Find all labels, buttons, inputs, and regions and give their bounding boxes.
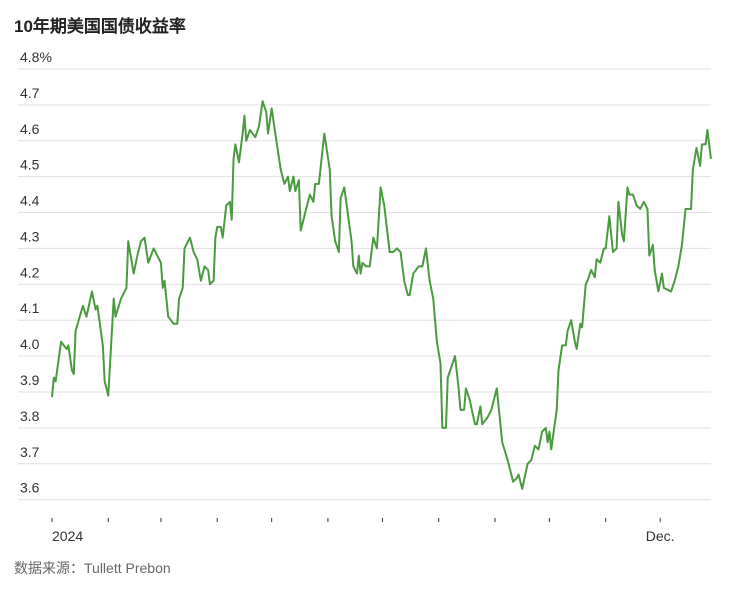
y-tick-label: 4.2: [20, 264, 40, 280]
y-tick-label: 4.0: [20, 336, 40, 352]
y-tick-label: 4.1: [20, 300, 40, 316]
source: 数据来源：Tullett Prebon: [14, 560, 171, 576]
y-tick-label: 3.8: [20, 408, 40, 424]
y-tick-label: 3.6: [20, 480, 40, 496]
line-series: [51, 100, 712, 490]
y-tick-label: 4.4: [20, 193, 40, 209]
y-tick-label: 4.3: [20, 228, 40, 244]
y-tick-label: 4.8%: [20, 49, 52, 65]
y-tick-label: 4.7: [20, 85, 40, 101]
x-tick-label: 2024: [52, 528, 83, 544]
y-tick-label: 3.9: [20, 372, 40, 388]
y-tick-label: 4.5: [20, 157, 40, 173]
x-tick-label: Dec.: [646, 528, 675, 544]
chart-title: 10年期美国国债收益率: [14, 16, 186, 36]
y-tick-label: 3.7: [20, 444, 40, 460]
y-tick-label: 4.6: [20, 121, 40, 137]
